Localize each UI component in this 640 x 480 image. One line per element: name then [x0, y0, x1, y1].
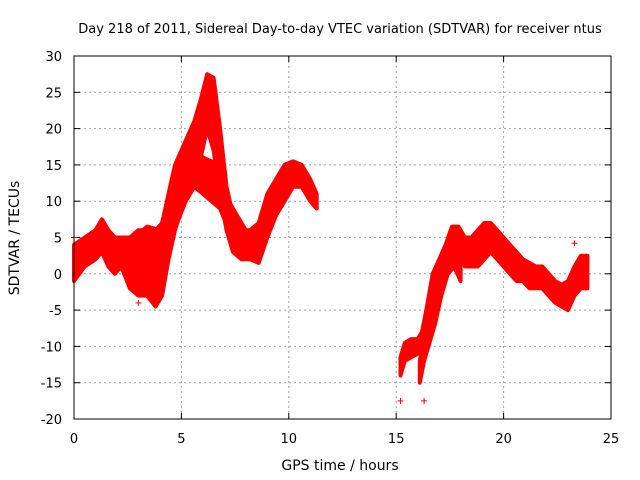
y-tick-label: -10	[41, 340, 62, 355]
y-tick-label: 20	[45, 123, 62, 138]
axes: 0 5 10 15 20 25 -20 -15 -10 -5 0 5 10 15 20 25 30	[41, 50, 620, 447]
data-point-marker	[397, 397, 404, 404]
x-axis-label: GPS time / hours	[281, 458, 398, 474]
y-tick-label: 5	[54, 232, 62, 247]
series-band-trace-b	[132, 144, 255, 269]
plot-frame	[73, 55, 612, 420]
y-tick-label: -20	[41, 413, 62, 428]
y-tick-label: 15	[45, 159, 62, 174]
x-tick-label: 5	[177, 432, 185, 447]
data-series	[71, 72, 590, 404]
x-tick-label: 25	[603, 432, 620, 447]
x-tick-label: 15	[388, 432, 405, 447]
y-tick-label: 10	[45, 195, 62, 210]
y-tick-label: -5	[49, 304, 62, 319]
data-point-marker	[571, 240, 578, 247]
series-band-trace-d	[417, 242, 463, 385]
data-point-marker	[421, 397, 428, 404]
x-tick-label: 0	[70, 432, 78, 447]
chart-title: Day 218 of 2011, Sidereal Day-to-day VTE…	[78, 22, 602, 37]
y-tick-label: 25	[45, 86, 62, 101]
y-axis-label: SDTVAR / TECUs	[7, 181, 23, 296]
y-tick-label: 0	[54, 268, 62, 283]
x-tick-label: 20	[495, 432, 512, 447]
y-tick-label: -15	[41, 377, 62, 392]
y-tick-label: 30	[45, 50, 62, 65]
data-point-marker	[135, 299, 142, 306]
x-tick-label: 10	[281, 432, 298, 447]
